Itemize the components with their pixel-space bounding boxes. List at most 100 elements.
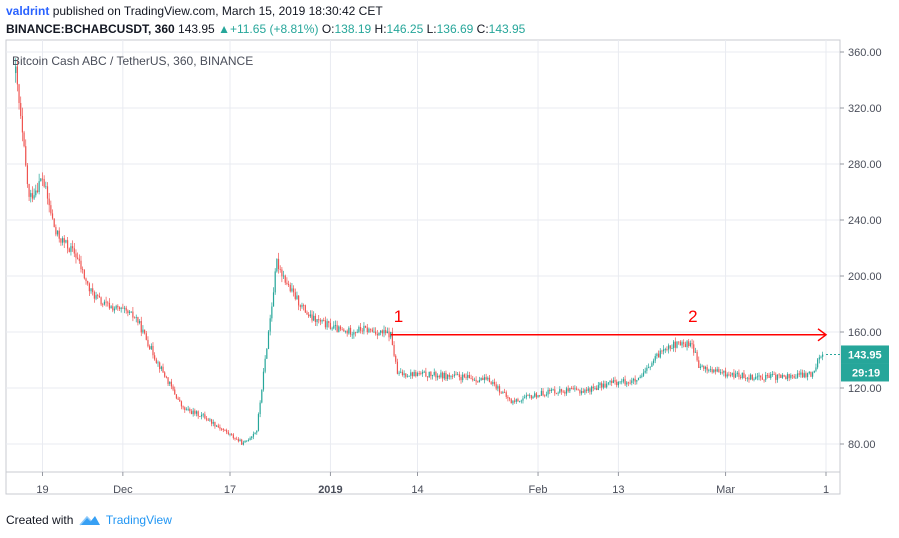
time-tick-label: 14 [411,484,423,496]
candle-body [97,295,99,296]
candle-body [388,331,390,338]
candle-body [522,398,524,401]
candle-body [661,350,663,352]
candle-body [415,371,417,377]
candle-body [122,307,124,309]
candle-body [627,382,630,384]
candle-body [309,314,311,317]
candle-body [61,238,64,243]
candle-body [567,388,569,392]
candle-body [713,369,715,373]
candle-body [291,288,293,292]
candle-body [152,345,154,356]
candle-body [56,230,59,235]
candle-body [25,146,27,166]
author-name[interactable]: valdrint [6,4,50,18]
candle-body [818,357,820,360]
candle-body [450,375,452,377]
candle-body [527,395,529,397]
candle-body [242,442,244,445]
candle-body [604,383,606,388]
candle-body [348,327,350,334]
candle-body [728,374,730,376]
candle-body [709,369,712,371]
candle-body [647,367,650,369]
candle-body [115,305,117,309]
candle-body [58,230,60,239]
candle-body [410,372,412,376]
candle-body [83,269,85,279]
candle-body [570,388,573,389]
candle-body [45,186,47,188]
candle-body [477,381,479,383]
last-price-tag-text: 143.95 [848,349,882,361]
candle-body [765,374,767,380]
candle-body [609,380,611,383]
candle-body [733,372,735,378]
candle-body [426,376,429,378]
candle-body [738,372,740,377]
publish-text: published on TradingView.com, March 15, … [52,4,383,18]
candle-body [20,102,22,116]
low-value: 136.69 [436,22,474,36]
candle-body [678,341,680,343]
candle-body [445,372,447,379]
candle-body [746,377,748,379]
candle-body [180,401,183,407]
open-label: O: [321,22,335,36]
candle-body [515,399,517,402]
candle-body [493,381,496,385]
candle-body [219,427,221,429]
candle-body [286,282,288,284]
candle-body [43,179,45,187]
candle-body [433,372,435,375]
candle-body [90,288,92,292]
tradingview-brand[interactable]: TradingView [105,513,172,527]
candle-body [473,379,476,381]
price-chart[interactable]: 80.00 120.00 160.00 200.00 240.00 280.00 320.0… [0,0,899,510]
candle-body [498,386,501,393]
change-value: ▲ [218,22,230,36]
price-axis[interactable]: 80.00 120.00 160.00 200.00 240.00 280.00 320.0… [839,40,882,494]
candle-body [508,398,511,400]
candle-body [333,325,335,329]
candle-body [204,414,206,419]
candle-body [478,379,481,383]
candle-body [771,374,774,375]
candle-body [159,362,161,370]
candle-body [135,317,137,318]
candle-body [729,374,732,376]
candle-body [530,395,532,399]
candle-body [552,389,554,391]
time-tick-label: 2019 [318,484,342,496]
candle-body [276,258,278,272]
candle-body [361,330,363,332]
candle-body [430,371,432,377]
close-label: C: [476,22,489,36]
candle-body [701,365,703,367]
candle-body [545,394,548,396]
candle-body [559,389,561,393]
candle-body [614,380,616,382]
candle-body [753,379,755,380]
candle-body [740,376,742,378]
candle-body [162,366,164,373]
time-axis[interactable]: 19 Dec 17 2019 14 Feb 13 Mar 1 [6,471,840,496]
candle-body [631,380,633,383]
price-tick-label: 200.00 [848,271,882,283]
candle-body [80,260,82,270]
candle-body [222,428,224,430]
candle-body [246,440,248,442]
time-tick-label: 19 [36,484,48,496]
candle-body [169,381,171,384]
candle-body [724,370,727,377]
candle-body [150,345,152,350]
low-label: L: [426,22,437,36]
candle-body [480,378,482,380]
candle-body [15,66,17,73]
candle-body [783,375,785,377]
candle-body [299,305,301,307]
candle-body [760,375,762,378]
candle-body [554,389,556,394]
candle-body [669,345,671,349]
